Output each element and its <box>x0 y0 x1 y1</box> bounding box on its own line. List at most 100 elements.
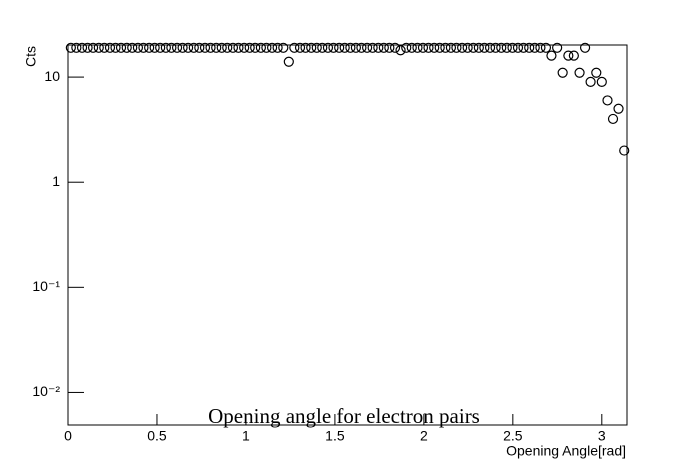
marker <box>87 42 99 53</box>
y-tick-label: 1 <box>52 173 60 189</box>
marker <box>389 42 401 53</box>
marker <box>233 42 244 53</box>
marker <box>244 42 255 53</box>
marker <box>132 42 144 53</box>
marker <box>473 42 484 53</box>
marker <box>440 42 451 53</box>
marker <box>512 42 524 53</box>
marker <box>300 42 311 53</box>
marker <box>462 42 473 53</box>
marker <box>557 67 568 78</box>
marker <box>239 42 250 53</box>
marker <box>278 42 289 53</box>
marker <box>99 42 110 53</box>
marker <box>328 42 339 53</box>
marker <box>289 42 300 53</box>
marker <box>160 42 171 53</box>
marker <box>227 42 239 53</box>
marker <box>149 42 160 53</box>
marker <box>127 42 138 53</box>
marker <box>423 42 434 53</box>
marker <box>457 42 468 53</box>
marker <box>205 42 216 53</box>
x-tick-label: 3 <box>598 428 606 444</box>
marker <box>93 42 104 53</box>
marker <box>188 42 199 53</box>
marker <box>266 42 278 53</box>
chart-title: Opening angle for electron pairs <box>208 404 480 428</box>
marker <box>445 42 457 53</box>
y-tick-label: 10 <box>44 68 60 84</box>
marker <box>401 42 412 53</box>
marker <box>574 67 585 78</box>
marker <box>82 42 93 53</box>
marker <box>272 42 283 53</box>
marker <box>171 42 183 53</box>
marker <box>524 42 535 53</box>
marker <box>138 42 149 53</box>
marker <box>607 113 619 125</box>
marker <box>535 42 546 53</box>
x-axis-label: Opening Angle[rad] <box>506 443 626 459</box>
marker <box>104 42 116 53</box>
marker <box>345 42 356 53</box>
plot-frame <box>67 44 628 426</box>
marker <box>177 42 188 53</box>
marker <box>216 42 227 53</box>
marker <box>568 50 579 61</box>
y-tick-label: 10⁻² <box>32 383 60 399</box>
marker <box>602 95 613 106</box>
x-tick-label: 0.5 <box>147 428 167 444</box>
marker <box>585 76 596 88</box>
marker <box>71 42 82 53</box>
marker <box>417 42 429 53</box>
marker <box>306 42 317 53</box>
marker <box>155 42 166 53</box>
marker <box>540 42 552 53</box>
x-tick-label: 2.5 <box>503 428 523 444</box>
marker <box>434 42 445 53</box>
marker <box>412 42 423 53</box>
marker <box>518 42 529 53</box>
marker <box>222 42 233 53</box>
marker <box>76 42 88 53</box>
marker <box>199 42 211 53</box>
marker <box>211 42 222 53</box>
marker <box>339 42 350 53</box>
marker <box>406 42 417 53</box>
marker <box>579 42 591 53</box>
marker <box>552 42 563 53</box>
marker <box>144 42 155 53</box>
marker <box>619 145 630 156</box>
y-tick-label: 10⁻¹ <box>32 278 60 294</box>
x-tick-label: 1.5 <box>325 428 345 444</box>
marker <box>501 42 512 53</box>
marker <box>294 42 306 53</box>
marker <box>429 42 440 53</box>
marker <box>378 42 389 53</box>
marker <box>484 42 496 53</box>
marker <box>194 42 205 53</box>
marker <box>596 76 607 88</box>
marker <box>110 42 121 53</box>
x-tick-label: 1 <box>242 428 250 444</box>
marker <box>591 67 602 78</box>
marker <box>65 42 76 53</box>
marker <box>395 45 406 56</box>
marker <box>250 42 261 53</box>
x-tick-label: 0 <box>64 428 72 444</box>
marker <box>334 42 345 53</box>
marker <box>183 42 194 53</box>
marker <box>367 42 378 53</box>
marker <box>311 42 322 53</box>
marker <box>451 42 462 53</box>
marker <box>255 42 266 53</box>
marker <box>546 50 557 61</box>
marker <box>507 42 518 53</box>
marker <box>613 103 624 114</box>
marker <box>121 42 132 53</box>
marker <box>350 42 361 53</box>
y-axis-label: Cts <box>23 46 39 67</box>
